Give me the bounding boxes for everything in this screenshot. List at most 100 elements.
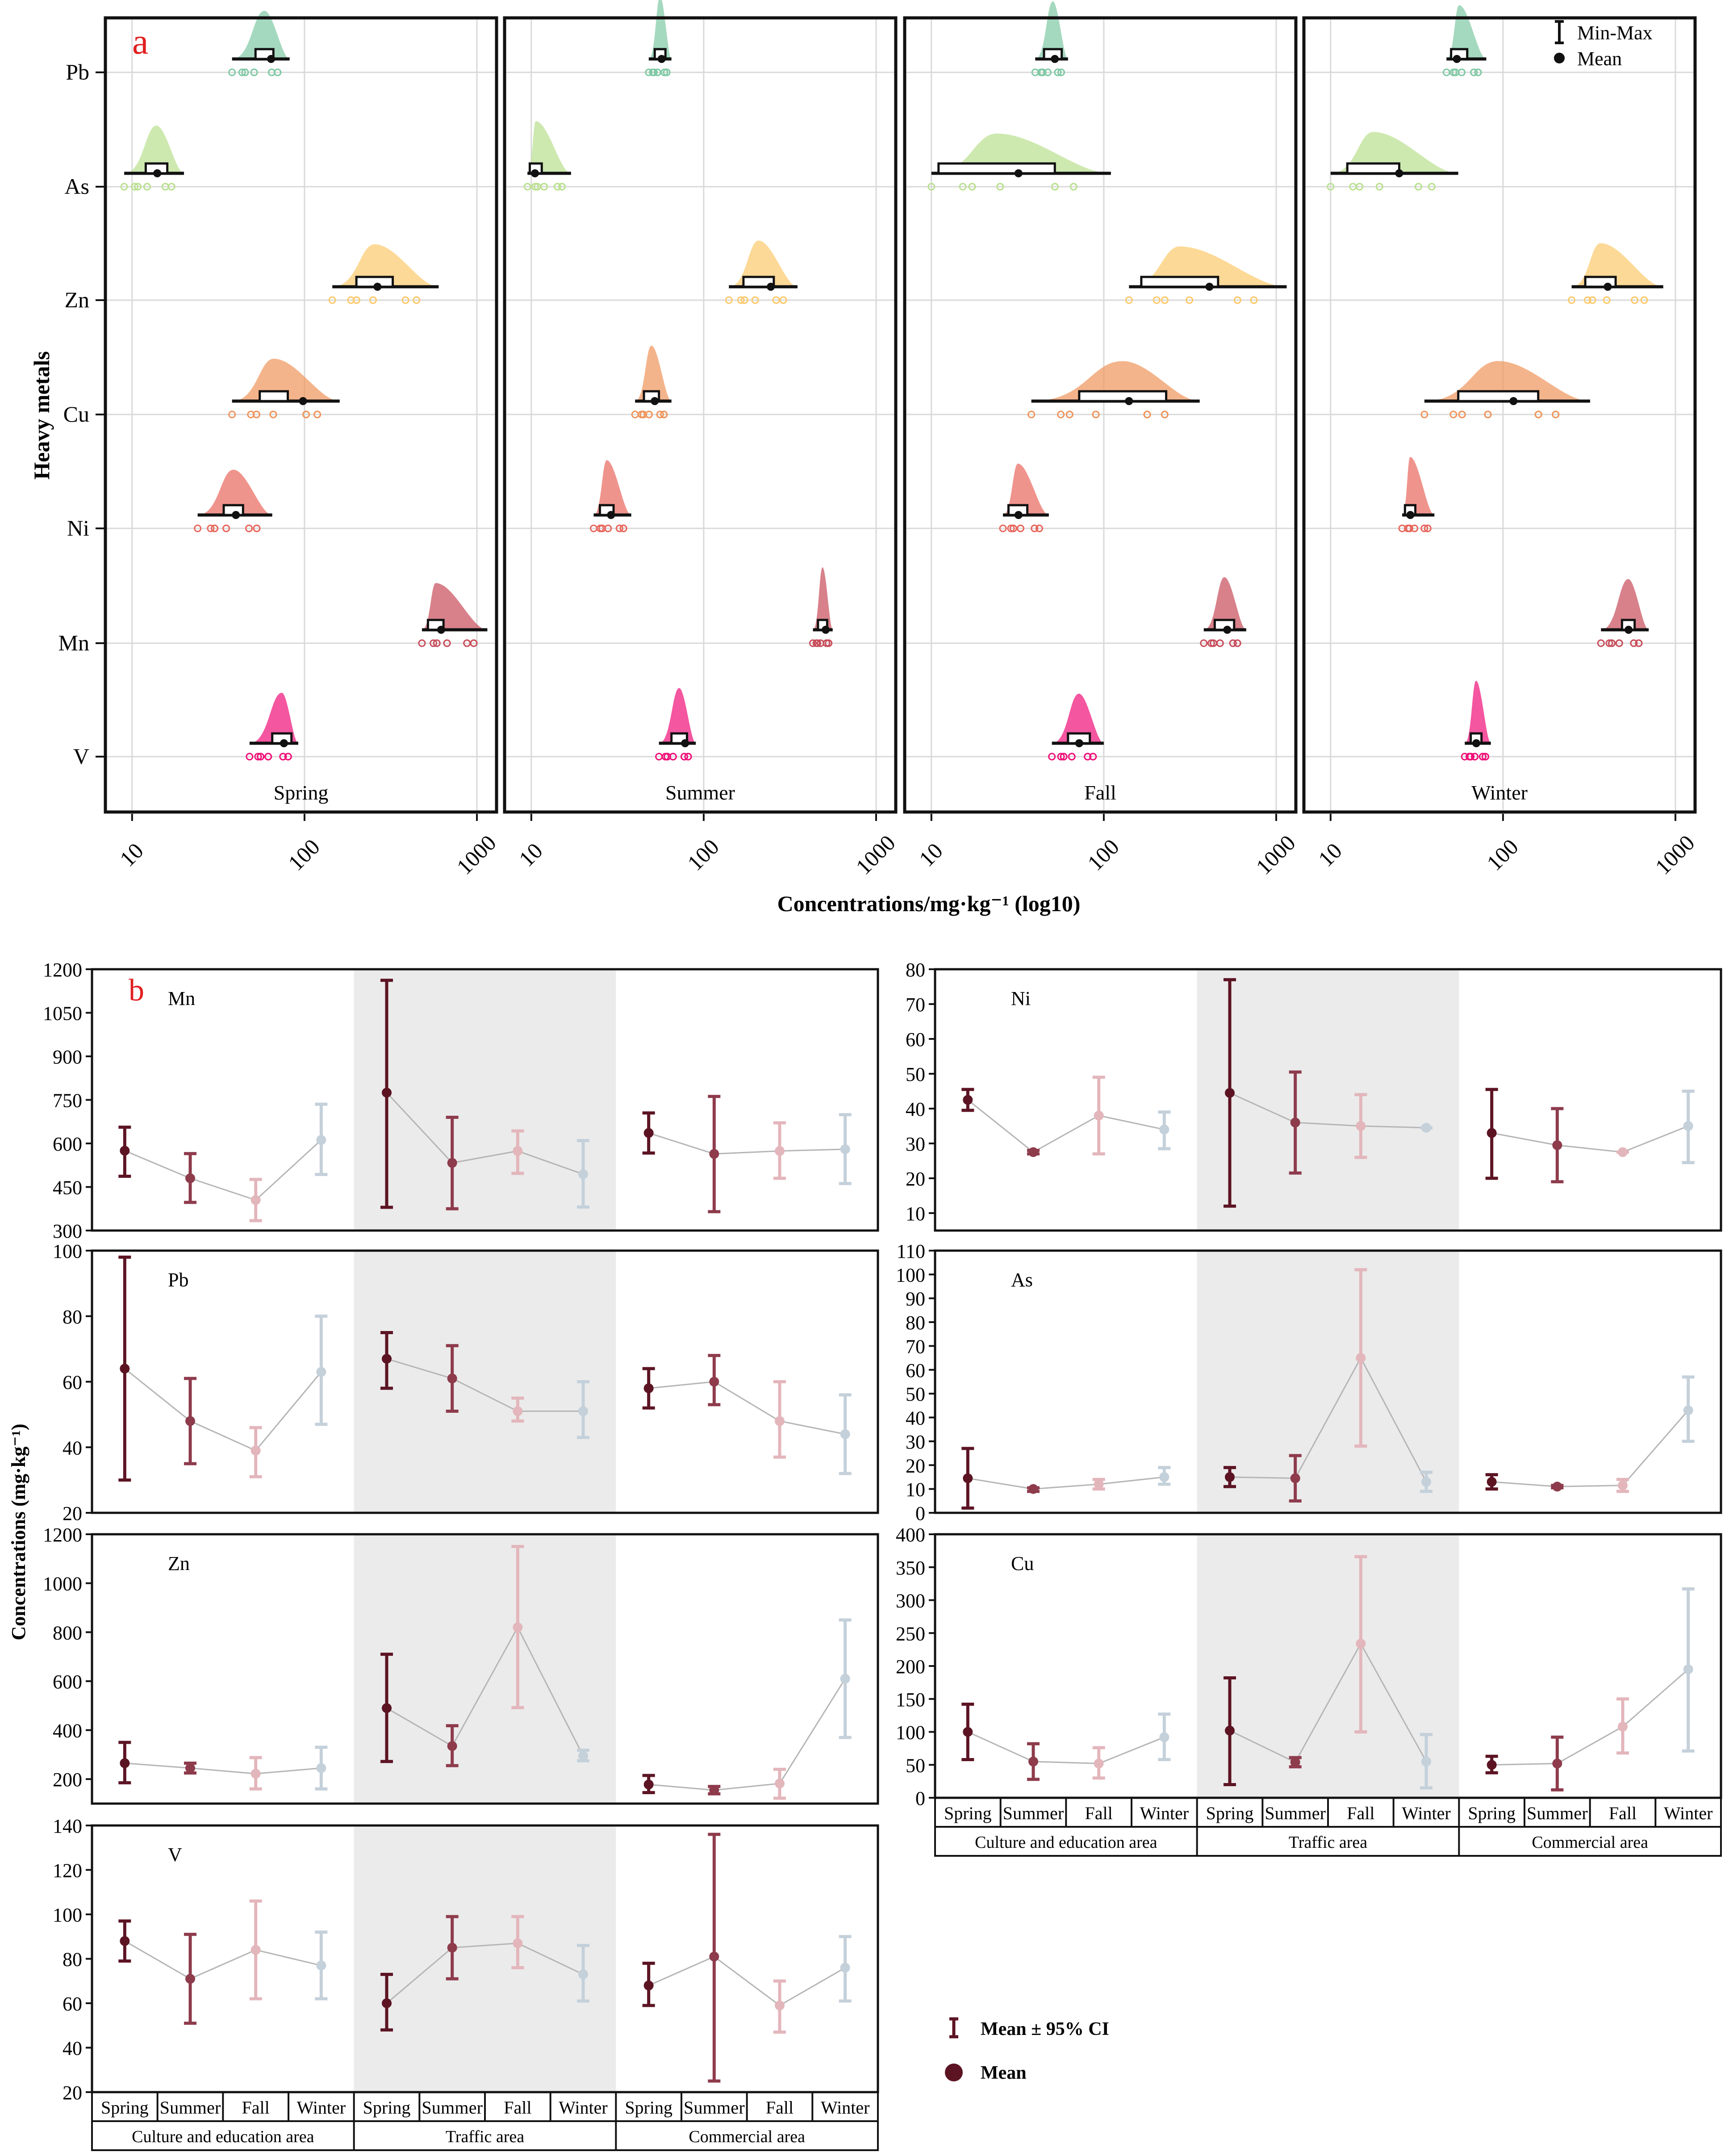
raw-point-v [669, 753, 677, 761]
mean-point-pb [267, 55, 276, 63]
mean-point [185, 1416, 195, 1426]
x-tick-label: 100 [283, 834, 325, 875]
y-tick-label-as: As [64, 174, 89, 199]
raw-point-as [167, 183, 175, 191]
raw-point-v [284, 753, 292, 761]
raw-point-zn [1583, 296, 1591, 304]
y-tick-label-cu: Cu [63, 402, 89, 427]
raw-point-mn [1216, 639, 1224, 647]
raw-point-mn [443, 639, 451, 647]
raw-point-pb [250, 68, 258, 76]
mean-connector [1229, 1476, 1295, 1479]
raw-point-as [927, 183, 935, 191]
raw-point-pb [663, 68, 671, 76]
mean-connector [648, 1132, 714, 1155]
mean-connector [779, 1678, 846, 1784]
raw-point-v [680, 753, 688, 761]
mean-point [1421, 1122, 1431, 1133]
mean-connector [1295, 1122, 1361, 1127]
raw-point-zn [1161, 296, 1169, 304]
raw-point-ni [999, 524, 1007, 532]
mean-legend-icon [1554, 53, 1565, 63]
y-tick-label: 200 [53, 1769, 82, 1791]
mean-point [382, 1703, 392, 1713]
y-tick-label: 1200 [43, 959, 82, 981]
raw-point-as [523, 183, 531, 191]
mean-connector [1098, 1476, 1165, 1485]
raw-point-v [1068, 753, 1076, 761]
raw-point-ni [1424, 524, 1432, 532]
subplot-metal-label: Pb [168, 1269, 188, 1291]
raw-point-mn [814, 639, 822, 647]
season-label: Spring [1468, 1803, 1516, 1823]
mean-point [513, 1938, 523, 1948]
y-tick-label: 60 [63, 1993, 82, 2015]
raw-point-cu [660, 410, 668, 419]
raw-point-pb [241, 68, 249, 76]
legend-mean-label: Mean [1577, 48, 1622, 70]
mean-connector [124, 1940, 191, 1980]
raw-point-pb [1474, 68, 1482, 76]
y-tick-label: 1050 [43, 1003, 82, 1025]
raw-point-mn [816, 639, 824, 647]
raw-point-zn [1153, 296, 1161, 304]
season-label: Fall [242, 2097, 270, 2118]
mean-point [316, 1960, 326, 1971]
subplot-pb: 20 40 60 80 100 Pb [53, 1240, 879, 1524]
box-cu [1078, 390, 1168, 402]
season-label: Summer [1003, 1803, 1064, 1823]
mean-point [316, 1367, 326, 1377]
mean-point-as [153, 169, 162, 177]
x-tick-label: 1000 [1251, 830, 1300, 879]
raw-point-as [1428, 183, 1436, 191]
y-tick-label: 10 [906, 1203, 925, 1225]
y-tick-label: 40 [63, 2038, 82, 2060]
mean-connector [190, 1949, 256, 1980]
raw-point-cu [1065, 410, 1073, 419]
raw-point-ni [1035, 524, 1043, 532]
raw-point-v [1478, 753, 1487, 761]
subplot-zn: 200 400 600 800 1000 1200 Zn [43, 1524, 879, 1805]
mean-point [185, 1974, 195, 1984]
mean-connector [190, 1177, 256, 1201]
area-label: Commercial area [1532, 1833, 1648, 1852]
density-ni [1003, 463, 1049, 515]
mean-point [382, 1998, 392, 2008]
y-tick-label: 80 [63, 1306, 82, 1328]
mean-connector [1622, 1669, 1689, 1727]
y-tick-label-v: V [73, 744, 89, 769]
raw-point-v [1084, 753, 1092, 761]
mean-point [963, 1727, 973, 1737]
y-tick-label-pb: Pb [66, 59, 89, 84]
raw-point-pb [650, 68, 658, 76]
mean-point [840, 1963, 850, 1973]
raw-point-pb [1039, 68, 1047, 76]
mean-point-as [1395, 169, 1403, 177]
raw-point-v [264, 753, 272, 761]
raw-point-pb [653, 68, 661, 76]
mean-point [1290, 1473, 1300, 1483]
raw-point-zn [369, 296, 377, 304]
y-tick-label: 900 [53, 1046, 82, 1068]
subplot-metal-label: Ni [1011, 988, 1031, 1009]
mean-connector [386, 1707, 453, 1747]
y-tick-label: 20 [906, 1455, 925, 1477]
mean-point [1356, 1638, 1366, 1649]
raw-point-zn [1568, 296, 1576, 304]
mean-point [775, 1416, 785, 1426]
raw-point-mn [470, 639, 478, 647]
raw-point-cu [1458, 410, 1466, 419]
legend-a: Min-Max Mean [1554, 20, 1653, 70]
mean-point-zn [1205, 283, 1214, 291]
mean-point-cu [651, 397, 659, 405]
y-tick-label: 50 [906, 1754, 925, 1776]
mean-connector [1360, 1357, 1427, 1482]
raw-point-cu [313, 410, 322, 419]
facet-frame [503, 16, 898, 814]
subplot-metal-label: As [1011, 1269, 1033, 1291]
mean-point [643, 1980, 654, 1991]
y-tick-label: 70 [906, 994, 925, 1016]
traffic-area-shade [354, 1251, 616, 1513]
mean-point [775, 2000, 785, 2010]
raw-point-mn [1635, 639, 1643, 647]
